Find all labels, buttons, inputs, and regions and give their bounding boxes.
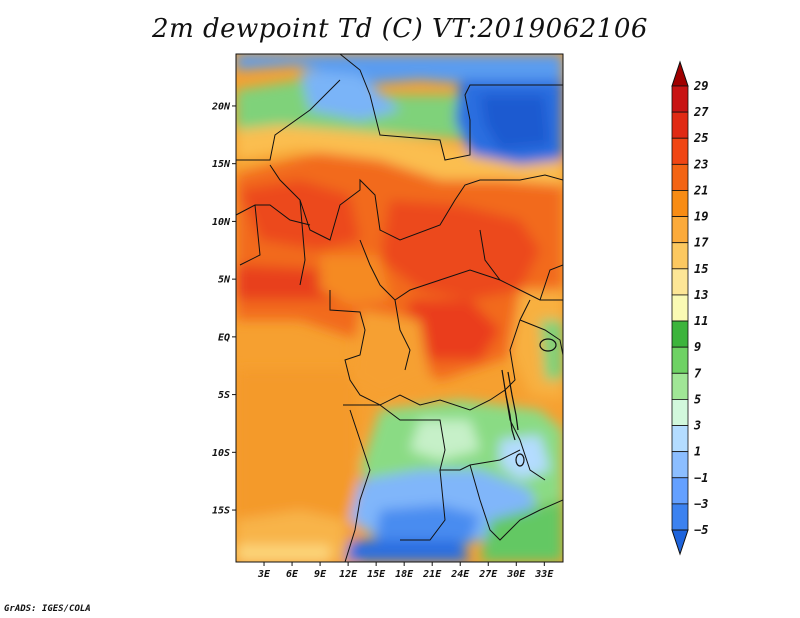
lon-tick-label: 12E <box>339 569 358 580</box>
colorbar-label: 15 <box>694 262 708 276</box>
lat-tick-label: 20N <box>211 101 231 112</box>
colorbar-swatch <box>671 216 689 244</box>
lon-tick-label: 33E <box>534 569 554 580</box>
colorbar-label: 11 <box>694 314 708 328</box>
colorbar-swatch <box>671 242 689 270</box>
lon-tick-label: 30E <box>506 569 526 580</box>
lat-tick-label: 10S <box>212 448 230 459</box>
colorbar-swatch <box>671 399 689 426</box>
colorbar-swatch <box>671 320 689 348</box>
longitude-axis: 3E 6E 9E 12E 15E 18E 21E 24E 27E 30E 33E <box>257 562 554 580</box>
map-frame <box>235 53 564 563</box>
colorbar-swatch <box>671 425 689 453</box>
lon-tick-label: 18E <box>395 569 414 580</box>
colorbar-bottom-arrow <box>671 529 689 556</box>
colorbar-label: 9 <box>694 340 701 354</box>
colorbar-swatch <box>671 346 689 374</box>
colorbar-swatch <box>671 372 689 400</box>
colorbar-swatch <box>671 477 689 505</box>
map-title: 2m dewpoint Td (C) VT:2019062106 <box>152 14 648 44</box>
colorbar-top-arrow <box>671 60 689 87</box>
lon-tick-label: 27E <box>478 569 498 580</box>
colorbar-label: −1 <box>694 471 708 485</box>
colorbar-swatch <box>671 111 689 139</box>
lat-tick-label: EQ <box>218 332 230 343</box>
lon-tick-label: 6E <box>286 569 299 580</box>
colorbar-label: 25 <box>693 131 708 145</box>
colorbar-label: 27 <box>693 105 709 119</box>
lon-tick-label: 24E <box>450 569 470 580</box>
colorbar-swatch <box>671 163 689 191</box>
colorbar-swatch <box>671 85 689 113</box>
colorbar-swatch <box>671 503 689 531</box>
colorbar-swatch <box>671 294 689 322</box>
lat-tick-label: 15S <box>212 506 230 517</box>
lat-tick-label: 5N <box>218 275 231 286</box>
lon-tick-label: 3E <box>257 569 271 580</box>
colorbar: 29 27 25 23 21 19 17 15 13 11 9 7 5 3 1 −1 −3 −5 <box>671 60 709 556</box>
colorbar-swatch <box>671 268 689 296</box>
lat-tick-label: 5S <box>218 390 230 401</box>
colorbar-label: 5 <box>694 392 701 406</box>
colorbar-label: 29 <box>693 79 708 93</box>
colorbar-swatch <box>671 190 689 217</box>
colorbar-label: 13 <box>694 288 708 302</box>
colorbar-label: 19 <box>694 210 708 224</box>
colorbar-label: 21 <box>693 183 708 197</box>
latitude-axis: 20N 15N 10N 5N EQ 5S 10S 15S <box>211 101 236 517</box>
colorbar-label: −5 <box>694 523 708 537</box>
grads-credit: GrADS: IGES/COLA <box>4 604 91 614</box>
colorbar-swatch <box>671 137 689 165</box>
lon-tick-label: 9E <box>314 569 327 580</box>
colorbar-label: 3 <box>693 419 701 433</box>
colorbar-label: 17 <box>694 236 709 250</box>
lat-tick-label: 10N <box>212 217 231 228</box>
colorbar-label: −3 <box>694 497 708 511</box>
colorbar-label: 7 <box>694 366 702 380</box>
colorbar-swatch <box>671 451 689 479</box>
lat-tick-label: 15N <box>212 159 231 170</box>
dewpoint-field <box>236 54 563 562</box>
colorbar-label: 23 <box>693 157 708 171</box>
colorbar-label: 1 <box>694 445 701 459</box>
lon-tick-label: 15E <box>367 569 386 580</box>
lon-tick-label: 21E <box>422 569 442 580</box>
